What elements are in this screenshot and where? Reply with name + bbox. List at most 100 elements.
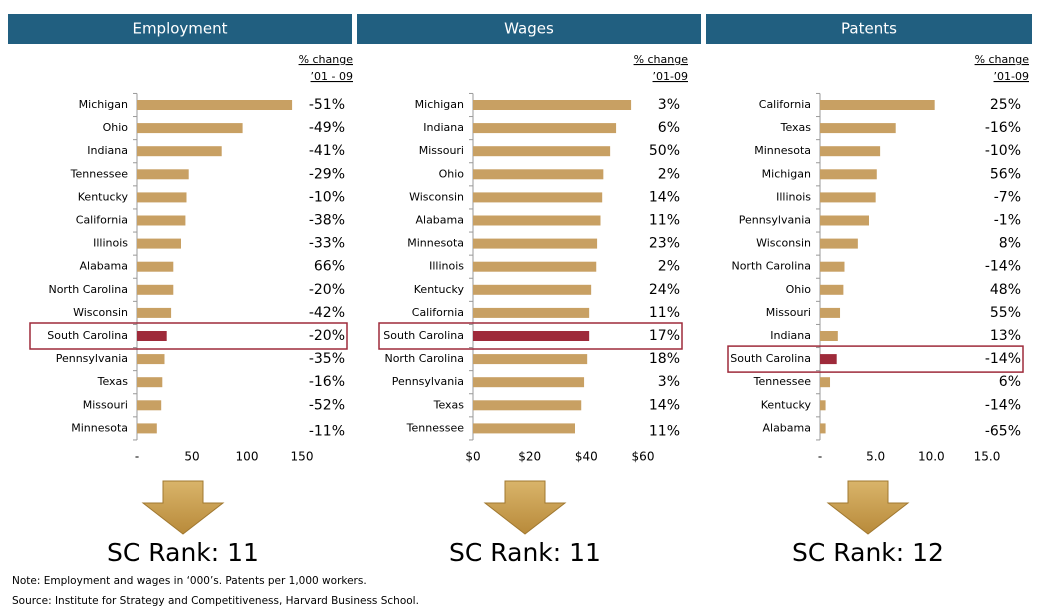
change-label: -51% <box>309 97 345 113</box>
change-label: 11% <box>649 305 680 321</box>
bar <box>137 377 163 388</box>
change-label: 3% <box>658 97 680 113</box>
x-tick-label: $60 <box>632 450 655 464</box>
category-label: South Carolina <box>383 329 464 342</box>
x-tick-label: 150 <box>291 450 314 464</box>
bar <box>137 354 165 365</box>
x-tick-label: 10.0 <box>918 450 945 464</box>
bar <box>473 331 590 341</box>
bar <box>820 400 826 411</box>
bar <box>473 400 582 411</box>
bar <box>137 331 167 341</box>
change-label: -20% <box>309 328 345 344</box>
bar <box>137 423 157 434</box>
category-label: North Carolina <box>48 283 128 296</box>
category-label: Tennessee <box>70 167 129 180</box>
category-label: Kentucky <box>78 190 129 203</box>
change-label: 6% <box>999 374 1021 390</box>
x-tick-label: - <box>135 450 139 464</box>
change-label: -11% <box>309 423 345 439</box>
bar <box>820 331 838 341</box>
change-label: -65% <box>985 423 1021 439</box>
change-label: -33% <box>309 236 345 252</box>
highlight-box <box>378 322 683 350</box>
bar <box>820 354 837 365</box>
change-label: 2% <box>658 166 680 182</box>
bar <box>137 123 243 134</box>
bar <box>137 261 174 272</box>
change-label: 18% <box>649 351 680 367</box>
bar <box>473 284 592 295</box>
change-label: 6% <box>658 120 680 136</box>
bar <box>137 215 186 226</box>
change-label: -49% <box>309 120 345 136</box>
x-tick-label: 15.0 <box>974 450 1001 464</box>
bar <box>820 215 869 226</box>
change-header: ’01-09 <box>653 70 688 83</box>
change-label: 55% <box>990 305 1021 321</box>
category-label: Texas <box>780 121 812 134</box>
bar <box>473 377 585 388</box>
change-label: 24% <box>649 282 680 298</box>
category-label: Tennessee <box>406 421 465 434</box>
category-label: Alabama <box>79 260 128 273</box>
change-label: -10% <box>309 189 345 205</box>
bar <box>473 261 597 272</box>
bar <box>473 354 588 365</box>
source: Source: Institute for Strategy and Compe… <box>12 595 419 607</box>
bar <box>820 307 841 318</box>
x-tick-label: 5.0 <box>866 450 885 464</box>
category-label: Illinois <box>776 190 811 203</box>
change-label: -14% <box>985 259 1021 275</box>
highlight-box <box>727 345 1024 373</box>
change-label: 13% <box>990 328 1021 344</box>
bar <box>473 100 632 110</box>
arrow <box>483 480 567 535</box>
panel-header <box>8 14 352 44</box>
change-label: -41% <box>309 143 345 159</box>
x-tick-label: - <box>818 450 822 464</box>
bar <box>473 192 603 203</box>
category-label: Ohio <box>439 167 465 180</box>
change-label: -1% <box>994 213 1021 229</box>
change-header: % change <box>975 53 1030 66</box>
highlight-box <box>29 322 348 350</box>
change-label: 25% <box>990 97 1021 113</box>
change-label: -16% <box>985 120 1021 136</box>
x-tick-label: 50 <box>184 450 199 464</box>
bar <box>137 100 293 110</box>
category-label: Alabama <box>415 214 464 227</box>
category-label: Minnesota <box>754 144 811 157</box>
change-header: ’01 - 09 <box>311 70 353 83</box>
change-label: -14% <box>985 351 1021 367</box>
change-label: 50% <box>649 143 680 159</box>
bar <box>473 123 617 134</box>
change-label: 14% <box>649 189 680 205</box>
category-label: Ohio <box>103 121 129 134</box>
rank: SC Rank: 12 <box>792 538 944 567</box>
change-label: 11% <box>649 213 680 229</box>
panel-title: Employment <box>132 20 227 38</box>
category-label: Indiana <box>87 144 128 157</box>
change-label: 8% <box>999 236 1021 252</box>
arrow <box>826 480 910 535</box>
panel-title: Wages <box>504 20 554 38</box>
bar <box>137 192 187 203</box>
category-label: Indiana <box>423 121 464 134</box>
x-tick-label: 100 <box>236 450 259 464</box>
change-label: 17% <box>649 328 680 344</box>
category-label: Wisconsin <box>73 306 128 319</box>
category-label: Texas <box>97 375 129 388</box>
bar <box>137 169 189 180</box>
change-label: -42% <box>309 305 345 321</box>
change-label: 66% <box>314 259 345 275</box>
category-label: Minnesota <box>407 237 464 250</box>
panel-title: Patents <box>841 20 897 38</box>
bar <box>473 146 611 157</box>
category-label: Missouri <box>83 398 128 411</box>
rank: SC Rank: 11 <box>107 538 259 567</box>
change-label: 11% <box>649 423 680 439</box>
category-label: Minnesota <box>71 421 128 434</box>
category-label: Texas <box>433 398 465 411</box>
category-label: Illinois <box>429 260 464 273</box>
